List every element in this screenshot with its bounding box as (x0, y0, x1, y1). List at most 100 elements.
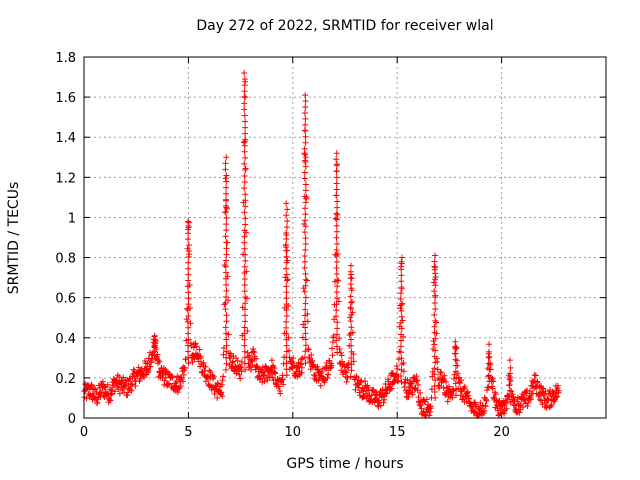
data-point (241, 282, 248, 289)
data-point (223, 172, 230, 179)
data-point (156, 358, 163, 365)
data-point (347, 268, 354, 275)
data-point (301, 258, 308, 265)
data-point (184, 342, 191, 349)
data-point (370, 388, 377, 395)
data-point (184, 283, 191, 290)
data-point (334, 198, 341, 205)
data-point (328, 362, 335, 369)
data-point (334, 204, 341, 211)
data-point (241, 288, 248, 295)
data-point (458, 377, 465, 384)
y-tick-label: 0.6 (55, 292, 76, 307)
data-point (431, 389, 438, 396)
data-point (359, 393, 366, 400)
data-point (166, 380, 173, 387)
data-point (395, 356, 402, 363)
data-point (242, 191, 249, 198)
data-point (506, 376, 513, 383)
data-point (452, 362, 459, 369)
data-point (452, 338, 459, 345)
data-point (210, 373, 217, 380)
data-point (301, 175, 308, 182)
data-point (284, 206, 291, 213)
data-point (336, 346, 343, 353)
data-point (241, 179, 248, 186)
data-point (268, 357, 275, 364)
data-point (347, 293, 354, 300)
data-point (104, 381, 111, 388)
data-point (222, 233, 229, 240)
data-point (398, 337, 405, 344)
data-point (355, 384, 362, 391)
data-point (302, 324, 309, 331)
data-point (428, 386, 435, 393)
data-point (428, 405, 435, 412)
data-point (348, 342, 355, 349)
data-point (241, 82, 248, 89)
data-point (206, 367, 213, 374)
data-point (185, 218, 192, 225)
y-tick-label: 1.4 (55, 131, 76, 146)
data-point (329, 352, 336, 359)
data-point (219, 393, 226, 400)
data-point (432, 282, 439, 289)
data-point (398, 355, 405, 362)
data-point (253, 355, 260, 362)
data-point (398, 378, 405, 385)
data-point (190, 344, 197, 351)
data-point (272, 370, 279, 377)
data-point (301, 288, 308, 295)
data-point (555, 387, 562, 394)
data-point (321, 379, 328, 386)
data-point (185, 289, 192, 296)
data-point (223, 354, 230, 361)
data-point (302, 300, 309, 307)
data-point (222, 184, 229, 191)
data-point (414, 387, 421, 394)
data-point (302, 270, 309, 277)
y-tick-label: 0.4 (55, 332, 76, 347)
data-point (507, 364, 514, 371)
data-point (333, 271, 340, 278)
data-point (185, 301, 192, 308)
data-point (242, 366, 249, 373)
data-point (416, 401, 423, 408)
data-point (302, 163, 309, 170)
data-point (342, 368, 349, 375)
data-point (349, 298, 356, 305)
data-point (222, 300, 229, 307)
y-tick-label: 0.2 (55, 372, 76, 387)
data-point (302, 199, 309, 206)
data-point (222, 275, 229, 282)
data-point (246, 363, 253, 370)
data-point (250, 349, 257, 356)
data-point (241, 330, 248, 337)
data-point (452, 368, 459, 375)
data-point (368, 392, 375, 399)
data-point (334, 211, 341, 218)
data-point (333, 337, 340, 344)
data-point (184, 307, 191, 314)
data-point (227, 352, 234, 359)
data-point (431, 288, 438, 295)
data-point (440, 384, 447, 391)
data-point (242, 154, 249, 161)
data-point (183, 316, 190, 323)
data-point (280, 381, 287, 388)
data-point (489, 385, 496, 392)
x-axis-label: GPS time / hours (286, 456, 404, 472)
data-point (301, 169, 308, 176)
y-tick-label: 1.6 (55, 91, 76, 106)
data-point (222, 306, 229, 313)
data-point (432, 252, 439, 259)
data-point (333, 222, 340, 229)
data-point (283, 372, 290, 379)
data-point (332, 251, 339, 258)
x-tick-label: 0 (80, 425, 88, 440)
data-point (432, 305, 439, 312)
data-point (356, 381, 363, 388)
data-point (284, 276, 291, 283)
data-point (554, 382, 561, 389)
data-point (382, 380, 389, 387)
